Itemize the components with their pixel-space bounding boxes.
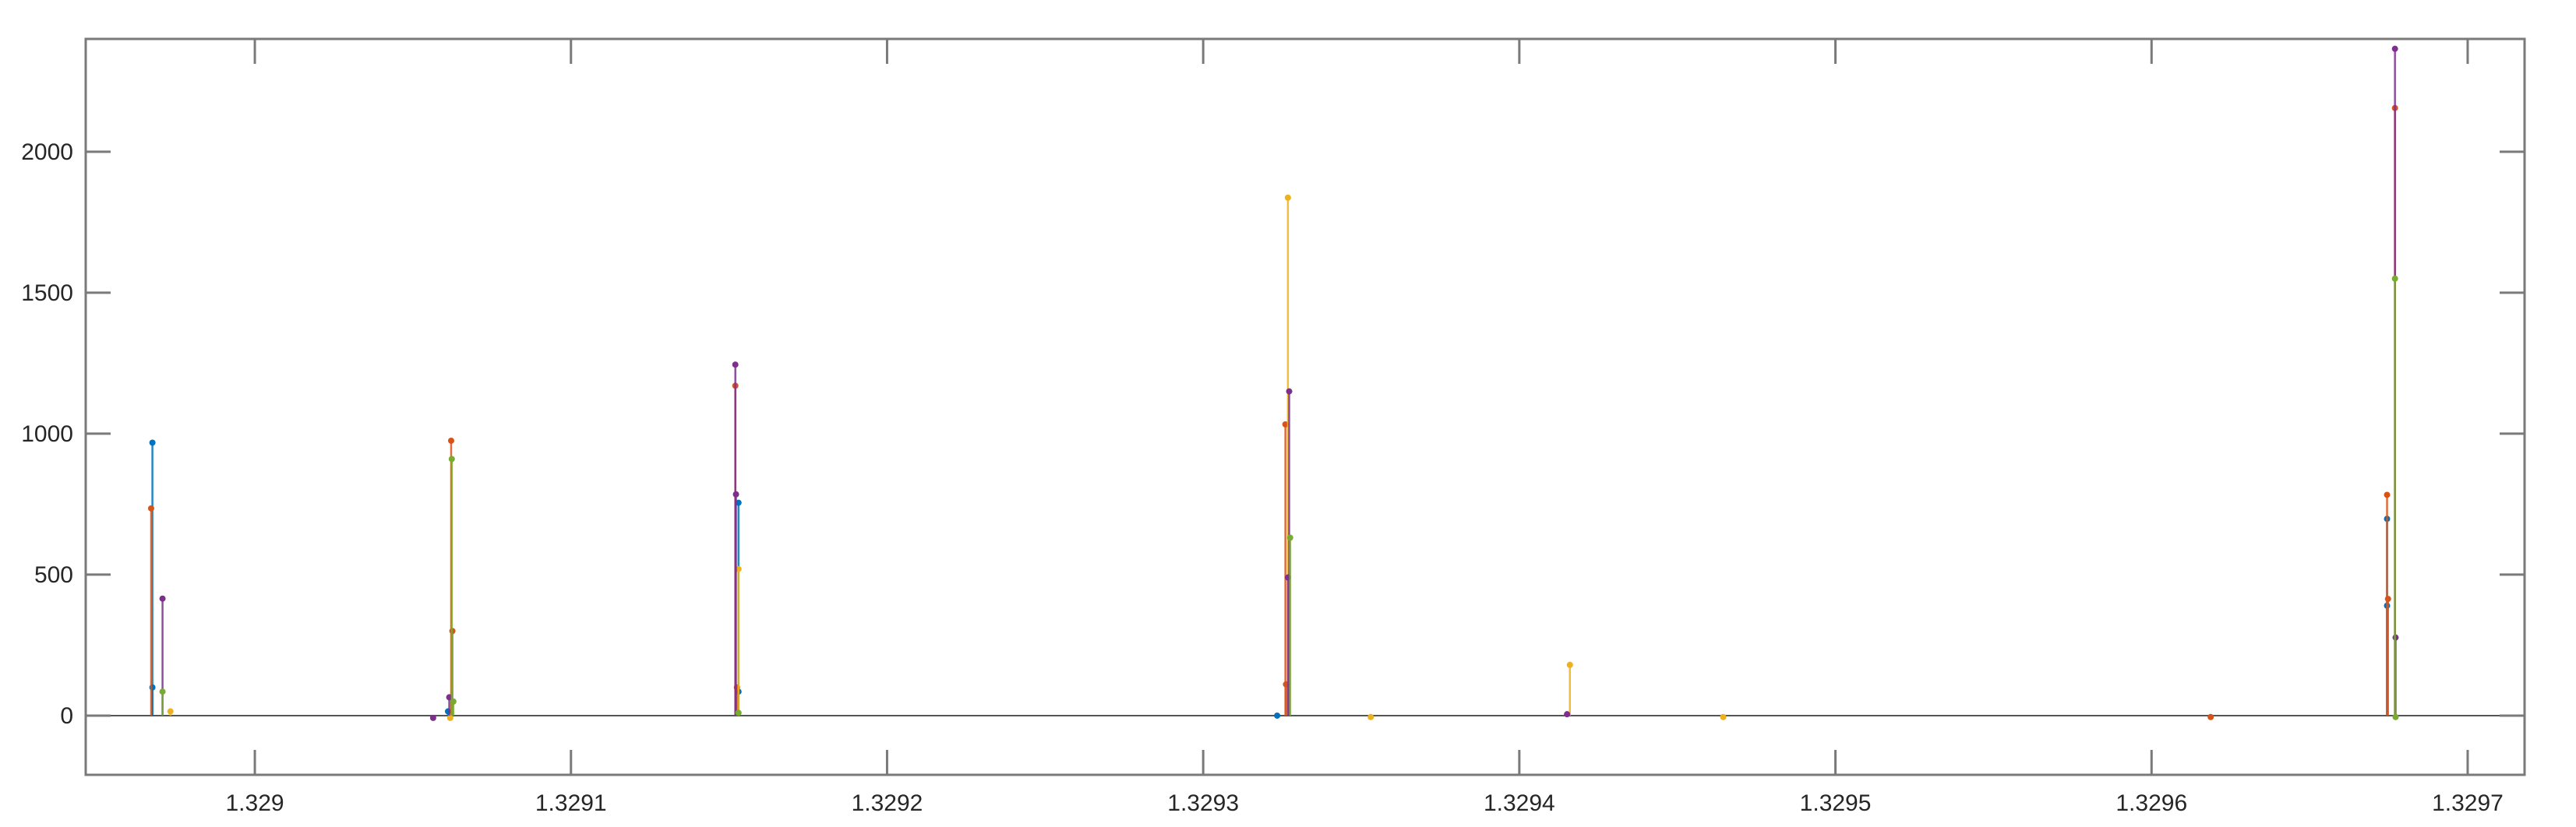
y-tick-label: 0 <box>60 703 73 729</box>
stem-marker-series-5 <box>2392 713 2399 720</box>
stem-marker-series-5 <box>450 698 457 705</box>
x-tick-label: 1.3293 <box>1167 790 1239 816</box>
stem-marker-series-2 <box>2207 713 2214 720</box>
x-tick-label: 1.3296 <box>2115 790 2187 816</box>
stem-marker-series-4 <box>1564 711 1571 718</box>
stem-marker-series-4 <box>732 491 739 498</box>
axes-layer: 1.329 1.3291 1.3292 1.3293 1.3294 1.3295 1.329… <box>21 37 2526 816</box>
stem-marker-series-3 <box>1367 713 1374 720</box>
x-tick-label: 1.3291 <box>535 790 607 816</box>
axes-box <box>84 37 2526 776</box>
stem-marker-series-2 <box>2384 596 2391 603</box>
stem-marker-series-2 <box>447 437 454 444</box>
stem-marker-series-2 <box>2384 491 2391 498</box>
stem-marker-series-3 <box>1720 713 1727 720</box>
x-tick-label: 1.3294 <box>1484 790 1555 816</box>
stem-marker-series-3 <box>167 708 174 715</box>
stem-marker-series-3 <box>446 714 453 721</box>
x-tick-label: 1.3292 <box>852 790 923 816</box>
stem-marker-series-4 <box>429 714 436 721</box>
stem-marker-series-3 <box>1566 661 1573 668</box>
y-tick-label: 2000 <box>21 139 73 165</box>
stems-layer <box>86 45 2525 721</box>
stem-marker-series-4 <box>732 361 739 368</box>
stem-marker-series-5 <box>159 688 166 695</box>
stem-marker-series-1 <box>149 439 156 446</box>
x-tick-label: 1.3295 <box>1800 790 1872 816</box>
stem-marker-series-5 <box>448 456 455 463</box>
stem-marker-series-4 <box>2391 45 2398 52</box>
stem-marker-series-4 <box>159 595 166 602</box>
y-tick-label: 500 <box>34 562 73 588</box>
x-tick-label: 1.329 <box>226 790 284 816</box>
stem-marker-series-3 <box>1284 194 1291 201</box>
stem-marker-series-5 <box>1286 534 1293 541</box>
stem-marker-series-4 <box>1286 388 1293 395</box>
stem-marker-series-1 <box>1274 712 1281 719</box>
stem-marker-series-5 <box>735 709 742 716</box>
stem-marker-series-2 <box>147 505 154 512</box>
y-tick-label: 1000 <box>21 421 73 447</box>
y-tick-label: 1500 <box>21 280 73 306</box>
stem-marker-series-5 <box>2391 275 2398 282</box>
x-tick-label: 1.3297 <box>2432 790 2504 816</box>
